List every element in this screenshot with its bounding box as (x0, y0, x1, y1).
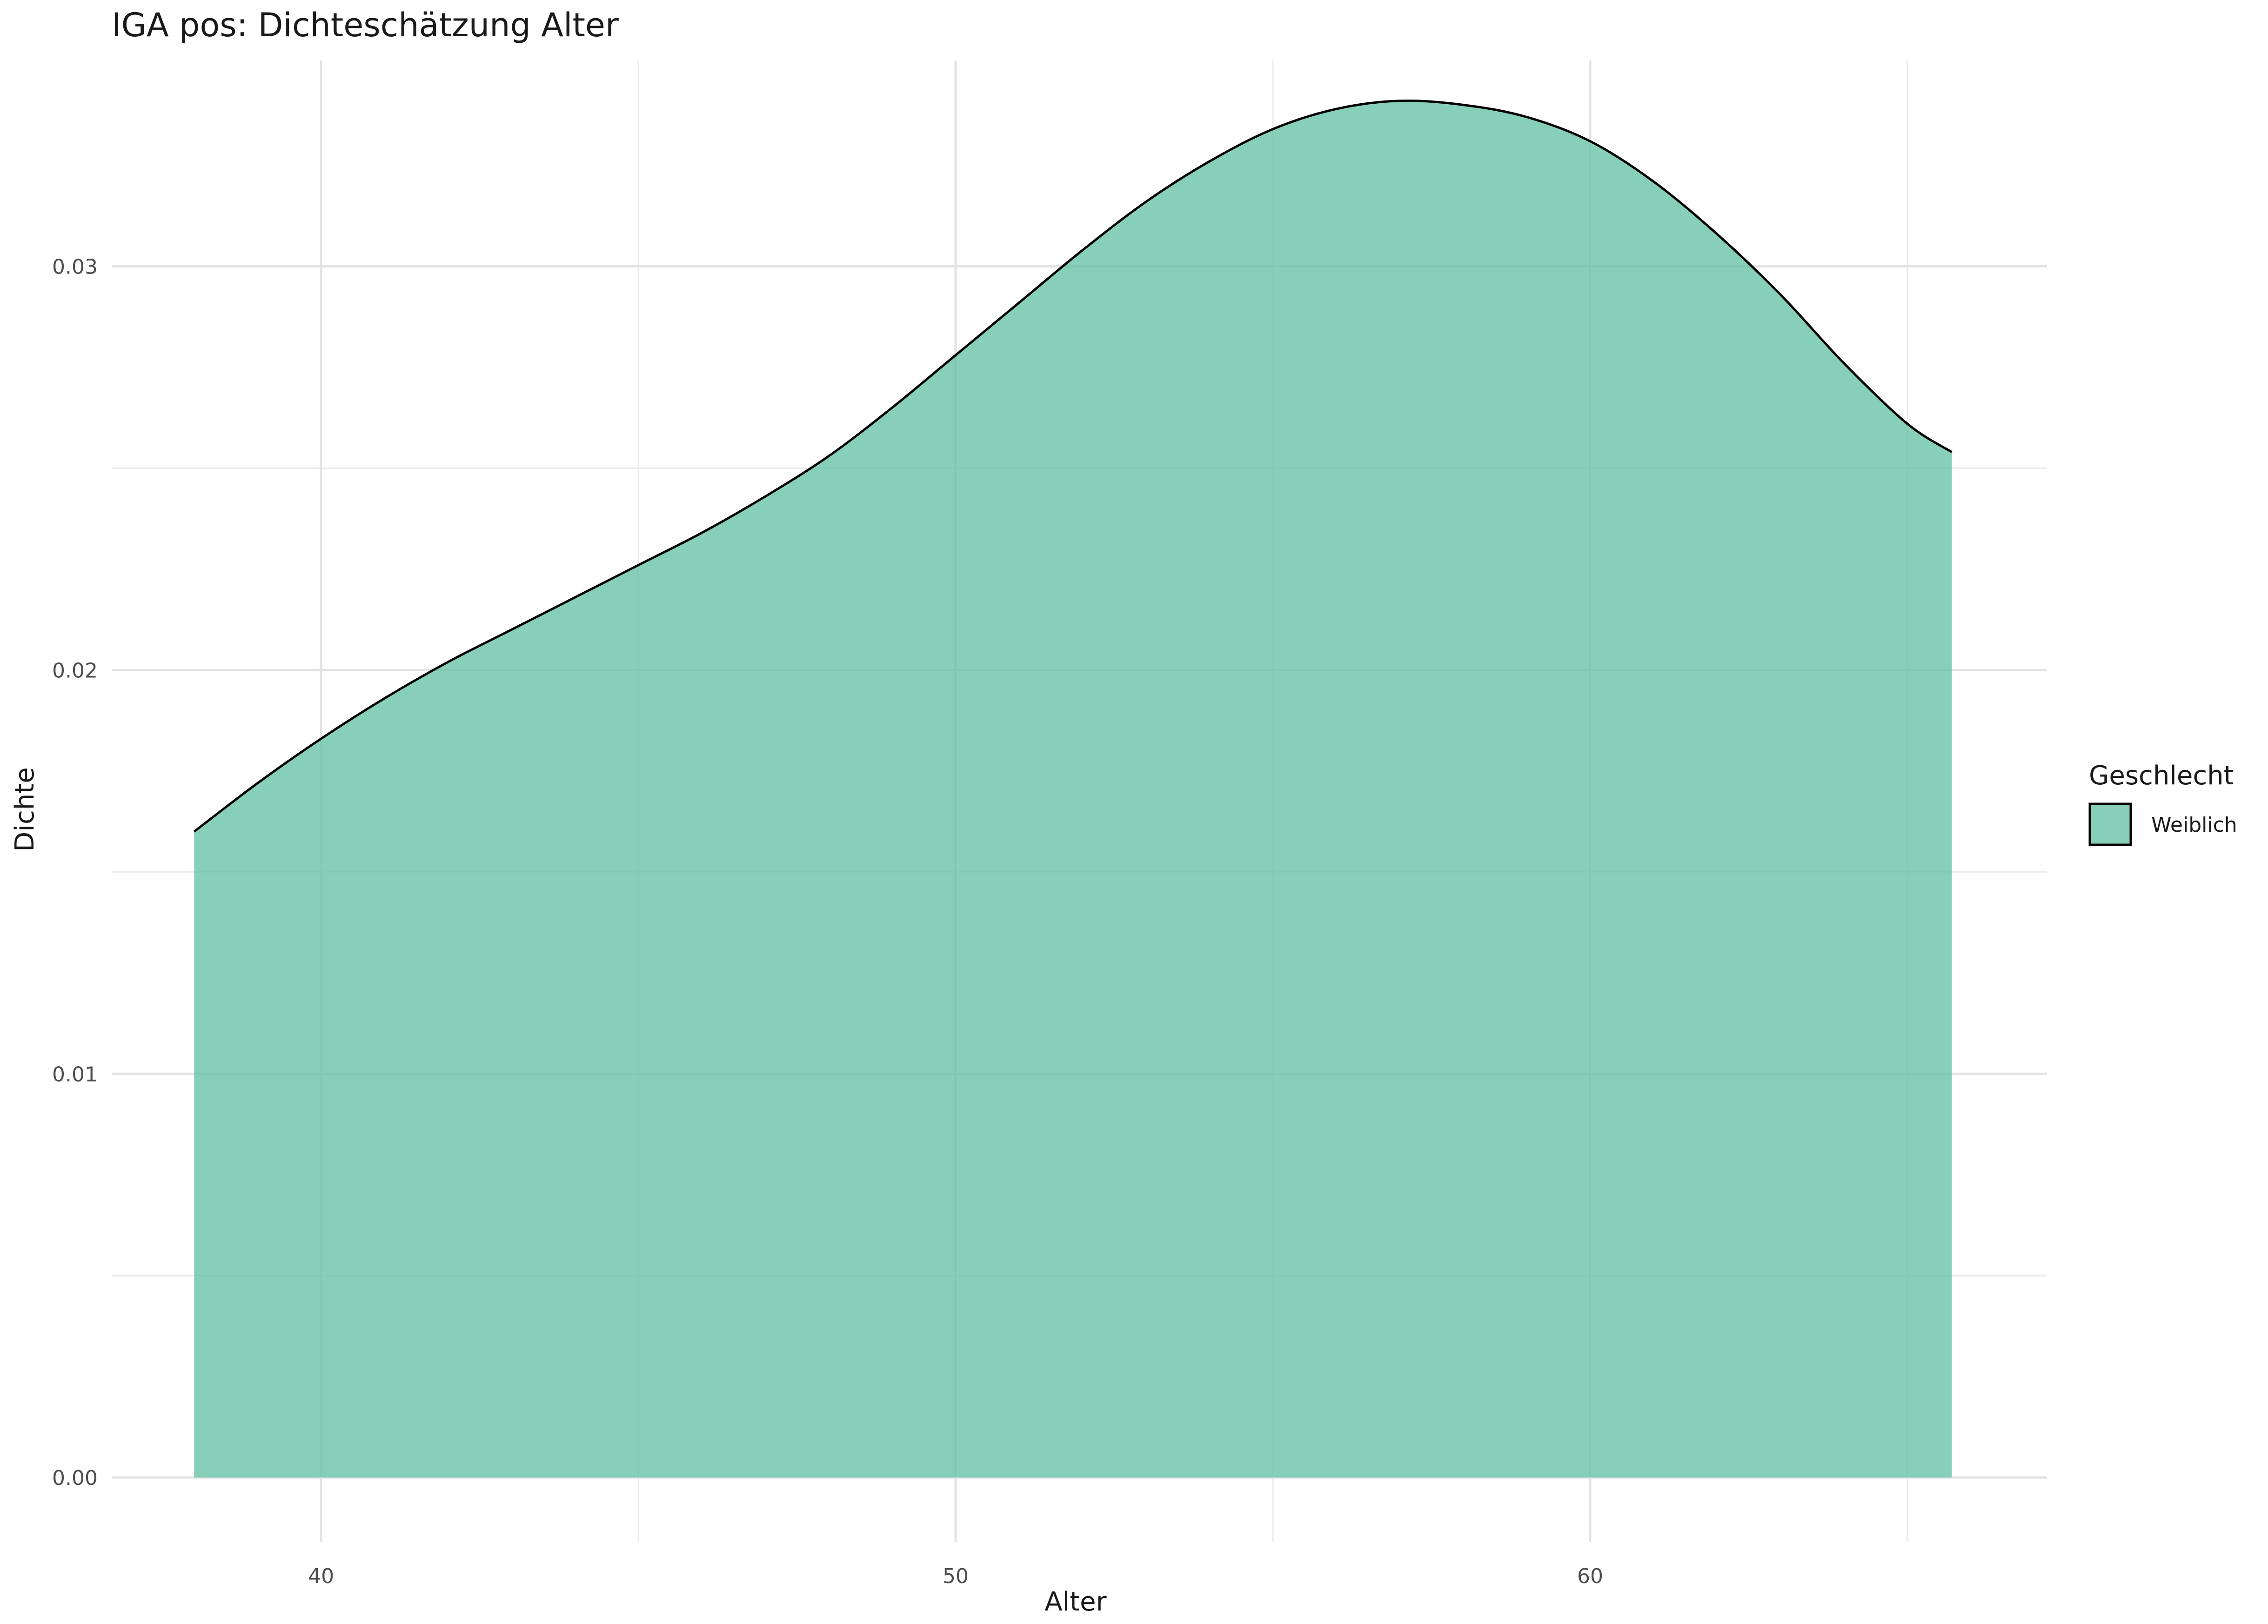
legend-title: Geschlecht (2089, 761, 2234, 791)
x-tick-labels: 40 50 60 (308, 1564, 1603, 1588)
legend: Geschlecht Weiblich (2088, 761, 2237, 846)
x-tick-label: 40 (308, 1564, 334, 1588)
chart-title: IGA pos: Dichteschätzung Alter (112, 6, 619, 44)
y-axis-title: Dichte (10, 767, 40, 851)
legend-label-weiblich: Weiblich (2151, 813, 2237, 837)
x-axis-title: Alter (1044, 1587, 1107, 1617)
density-series (193, 100, 1953, 1478)
y-tick-labels: 0.00 0.01 0.02 0.03 (52, 255, 98, 1490)
density-area-weiblich (194, 100, 1952, 1478)
density-line-weiblich (193, 100, 1953, 833)
x-tick-label: 60 (1577, 1564, 1603, 1588)
y-tick-label: 0.03 (52, 255, 98, 279)
y-tick-label: 0.00 (52, 1466, 98, 1490)
y-tick-label: 0.01 (52, 1063, 98, 1086)
x-tick-label: 50 (943, 1564, 969, 1588)
y-tick-label: 0.02 (52, 659, 98, 682)
legend-key-weiblich (2088, 802, 2132, 846)
